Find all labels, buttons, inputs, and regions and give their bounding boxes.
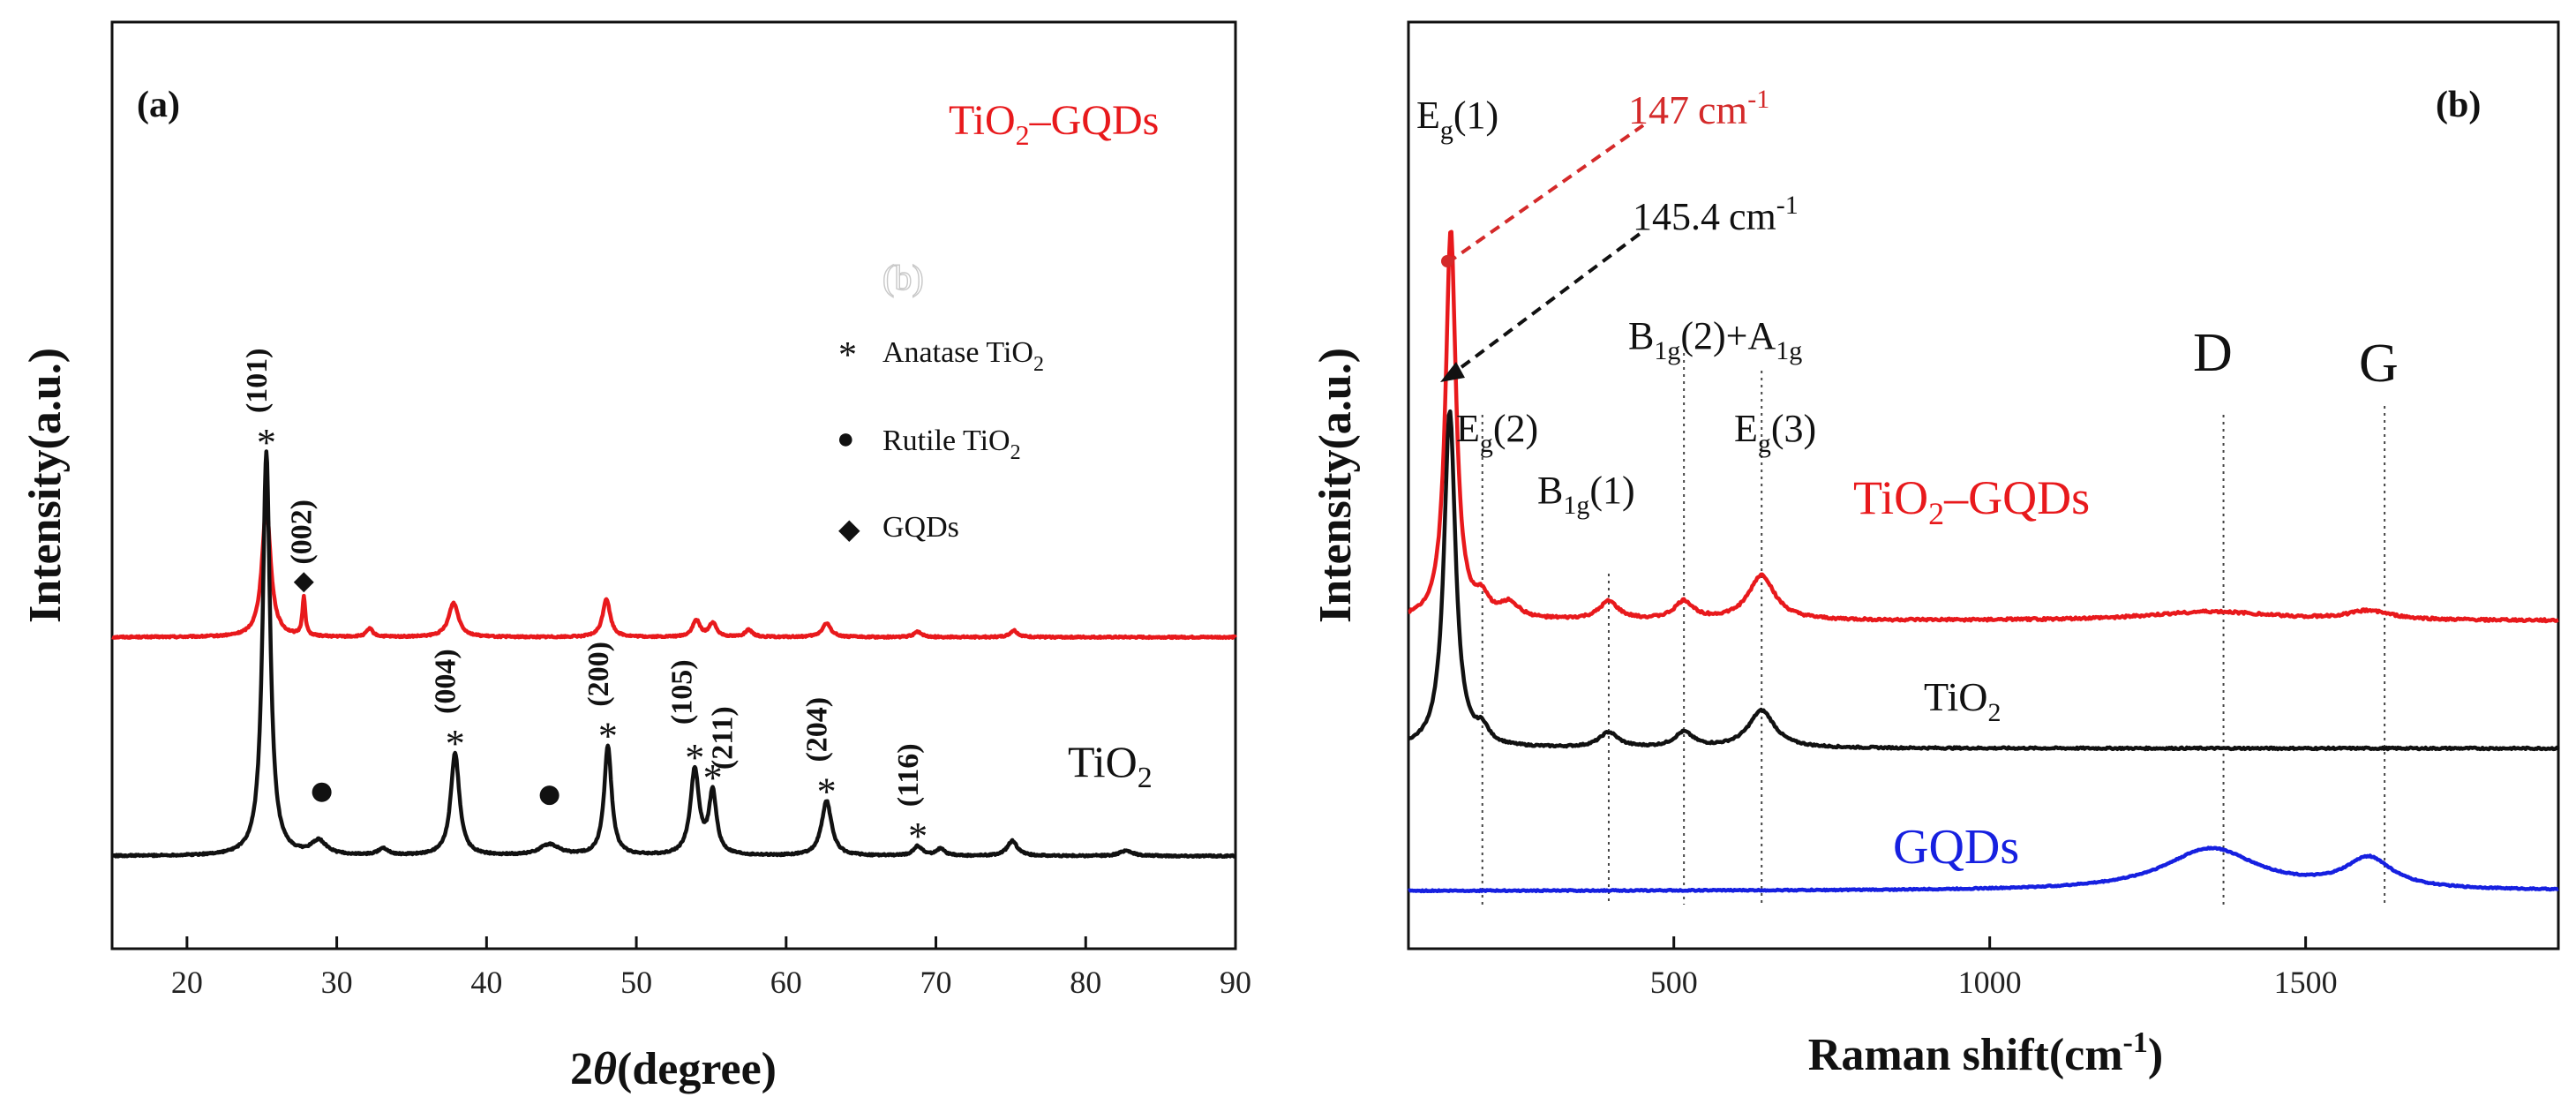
annotation-145: 145.4 cm-1	[1633, 191, 1799, 238]
mode-label-g: G	[2359, 334, 2399, 394]
peak-marker: *	[598, 715, 618, 758]
legend-rutile-label: Rutile TiO2	[882, 425, 1021, 464]
x-tick-label: 1500	[2274, 965, 2338, 1000]
peak-marker: *	[446, 722, 465, 765]
annotation-147-dot	[1441, 255, 1453, 267]
panel-b-series	[1407, 229, 2560, 894]
peak-label-105: (105)	[665, 659, 698, 725]
peak-label-204: (204)	[801, 697, 834, 763]
panel-a-x-ticks: 20 30 40 50 60 70 80 90	[171, 936, 1251, 1000]
panel-a-label: (a)	[137, 85, 180, 125]
panel-b-y-axis-label: Intensity(a.u.)	[1311, 348, 1361, 623]
panel-a-x-axis-label: 2θ(degree)	[570, 1044, 777, 1094]
panel-a-legend: * Anatase TiO2 ● Rutile TiO2 ◆ GQDs	[837, 335, 1044, 545]
panel-b-series-label-tio2-gqds: TiO2–GQDs	[1853, 471, 2090, 531]
x-tick-label: 60	[770, 965, 802, 1000]
x-tick-label: 20	[171, 965, 203, 1000]
peak-marker: *	[685, 736, 704, 779]
mode-label-b1g2-a1g: B1g(2)+A1g	[1628, 314, 1802, 365]
panel-a-peak-markers: ◆(002)*(101)*(004)*(200)*(105)*(211)*(20…	[241, 348, 928, 858]
legend-rutile-symbol: ●	[837, 423, 855, 455]
x-tick-label: 80	[1070, 965, 1101, 1000]
panel-a-series	[110, 449, 1237, 860]
legend-item-anatase: * Anatase TiO2	[838, 335, 1044, 376]
peak-label-116: (116)	[892, 743, 925, 807]
mode-label-b1g1: B1g(1)	[1537, 469, 1635, 520]
peak-label-002: (002)	[285, 500, 318, 565]
panel-b-x-ticks: 500 1000 1500	[1650, 936, 2338, 1000]
peak-marker: *	[908, 815, 928, 858]
legend-anatase-symbol: *	[838, 335, 857, 376]
series-line-tio2	[1407, 409, 2560, 752]
panel-a-watermark: (b)	[882, 258, 924, 297]
series-line-gqds	[1408, 845, 2559, 894]
x-tick-label: 500	[1650, 965, 1698, 1000]
peak-label-200: (200)	[582, 642, 615, 707]
annotation-147: 147 cm-1	[1628, 85, 1769, 132]
legend-gqds-label: GQDs	[882, 511, 959, 544]
x-tick-label: 70	[920, 965, 952, 1000]
annotation-145-leader	[1446, 229, 1645, 379]
mode-label-d: D	[2193, 323, 2233, 383]
x-tick-label: 1000	[1958, 965, 2022, 1000]
panel-a: 20 30 40 50 60 70 80 90 ◆(002)*(101)*(004)*(200…	[20, 20, 1251, 1094]
x-tick-label: 50	[620, 965, 652, 1000]
annotation-147-leader	[1446, 124, 1645, 265]
peak-marker: *	[817, 770, 837, 814]
peak-marker: *	[257, 421, 276, 464]
peak-marker: *	[703, 756, 723, 800]
series-line-tio2-gqds	[110, 506, 1237, 641]
rutile-marker	[312, 782, 332, 802]
legend-anatase-label: Anatase TiO2	[882, 336, 1044, 376]
rutile-marker	[539, 785, 560, 806]
panel-a-y-axis-label: Intensity(a.u.)	[20, 348, 71, 623]
annotation-145-arrowhead	[1440, 362, 1465, 382]
panel-b-series-label-gqds: GQDs	[1893, 820, 2019, 875]
peak-label-211: (211)	[707, 706, 740, 770]
panel-b-label: (b)	[2436, 85, 2481, 125]
panel-b-dotted-guides	[1481, 353, 2386, 905]
panel-b-series-label-tio2: TiO2	[1924, 674, 2001, 727]
panel-a-series-label-tio2: TiO2	[1068, 737, 1153, 794]
legend-item-gqds: ◆ GQDs	[838, 511, 959, 545]
mode-label-eg3: Eg(3)	[1734, 407, 1816, 458]
mode-label-eg2: Eg(2)	[1456, 407, 1538, 458]
legend-gqds-symbol: ◆	[838, 513, 860, 545]
panel-b: 500 1000 1500 (b) 147 cm-1 145.4 cm-1 Eg(1) …	[1311, 20, 2560, 1080]
series-line-tio2-gqds	[1408, 229, 2559, 624]
x-tick-label: 40	[470, 965, 502, 1000]
peak-label-004: (004)	[430, 649, 462, 714]
x-tick-label: 30	[321, 965, 353, 1000]
peak-marker: ◆	[294, 567, 314, 596]
peak-label-101: (101)	[241, 348, 274, 413]
panel-a-series-label-tio2-gqds: TiO2–GQDs	[949, 97, 1159, 151]
panel-b-frame	[1407, 20, 2560, 950]
panel-a-frame	[110, 20, 1237, 950]
series-line-tio2	[110, 449, 1237, 860]
panel-b-x-axis-label: Raman shift(cm-1)	[1808, 1026, 2163, 1080]
x-tick-label: 90	[1220, 965, 1251, 1000]
mode-label-eg1: Eg(1)	[1416, 94, 1498, 145]
legend-item-rutile: ● Rutile TiO2	[837, 423, 1021, 464]
